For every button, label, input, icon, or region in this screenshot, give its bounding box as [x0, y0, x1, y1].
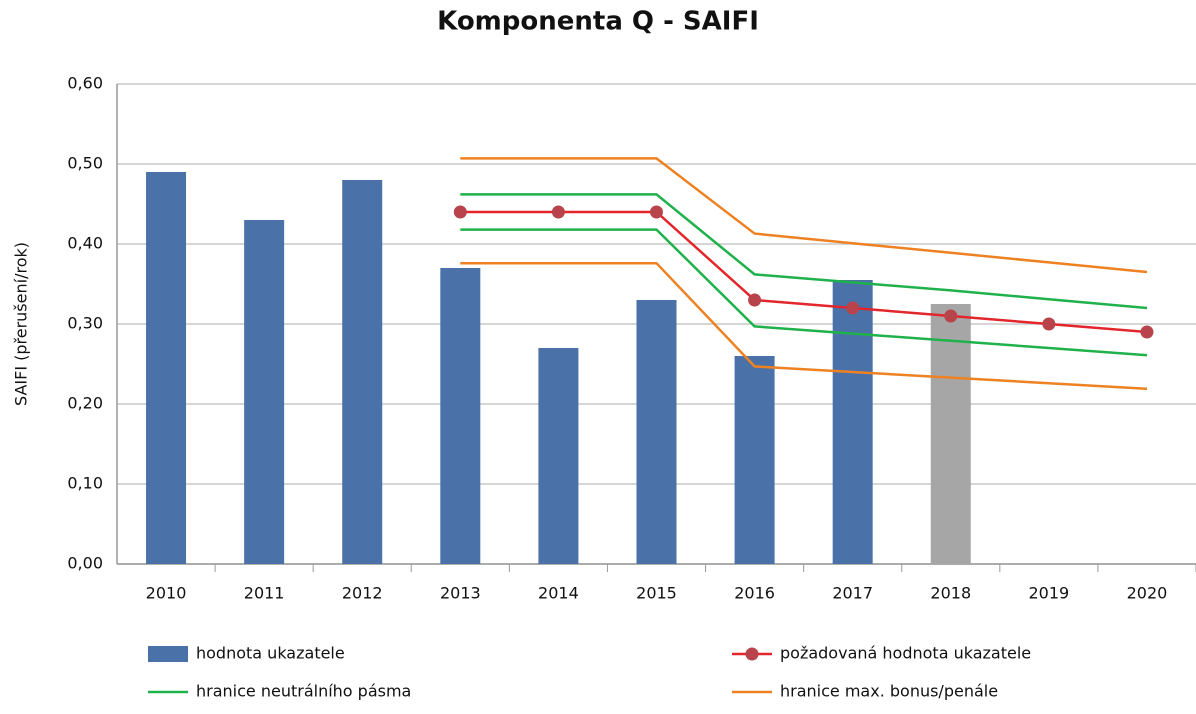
x-tick-label: 2020	[1127, 584, 1168, 603]
marker	[846, 301, 860, 315]
bar	[244, 220, 285, 564]
line-lower	[460, 261, 1148, 391]
y-tick-label: 0,50	[67, 154, 103, 173]
legend-label: hranice neutrálního pásma	[196, 682, 411, 701]
x-tick-label: 2019	[1029, 584, 1070, 603]
x-tick-label: 2013	[440, 584, 481, 603]
x-tick-label: 2012	[342, 584, 383, 603]
line	[460, 193, 1148, 310]
bar	[734, 356, 775, 564]
marker	[453, 205, 467, 219]
legend-label: hodnota ukazatele	[196, 644, 345, 663]
x-tick-label: 2010	[146, 584, 187, 603]
x-tick-label: 2018	[930, 584, 971, 603]
legend-label: hranice max. bonus/penále	[780, 682, 998, 701]
line	[460, 210, 1148, 334]
x-tick-label: 2015	[636, 584, 677, 603]
x-tick-label: 2017	[832, 584, 873, 603]
bar	[538, 348, 579, 564]
x-tick-label: 2016	[734, 584, 775, 603]
chart-title: Komponenta Q - SAIFI	[437, 7, 759, 37]
line	[460, 157, 1148, 274]
x-tick-label: 2011	[244, 584, 285, 603]
marker	[551, 205, 565, 219]
y-tick-label: 0,30	[67, 314, 103, 333]
marker	[748, 293, 762, 307]
legend-marker	[745, 647, 759, 661]
bar	[146, 172, 187, 564]
marker	[650, 205, 663, 219]
line-lower	[460, 228, 1148, 357]
marker	[1042, 317, 1056, 331]
legend-swatch	[148, 646, 188, 662]
y-axis-title: SAIFI (přerušení/rok)	[12, 242, 31, 406]
x-tick-label: 2014	[538, 584, 579, 603]
marker	[1140, 325, 1154, 339]
bar	[342, 180, 383, 564]
bar	[832, 280, 873, 564]
bar	[930, 304, 971, 564]
y-tick-label: 0,00	[67, 554, 103, 573]
legend-label: požadovaná hodnota ukazatele	[780, 644, 1031, 663]
y-tick-label: 0,20	[67, 394, 103, 413]
bar	[636, 300, 677, 564]
y-tick-label: 0,40	[67, 234, 103, 253]
y-tick-label: 0,10	[67, 474, 103, 493]
marker	[944, 309, 958, 323]
bar	[440, 268, 481, 564]
y-tick-label: 0,60	[67, 74, 103, 93]
